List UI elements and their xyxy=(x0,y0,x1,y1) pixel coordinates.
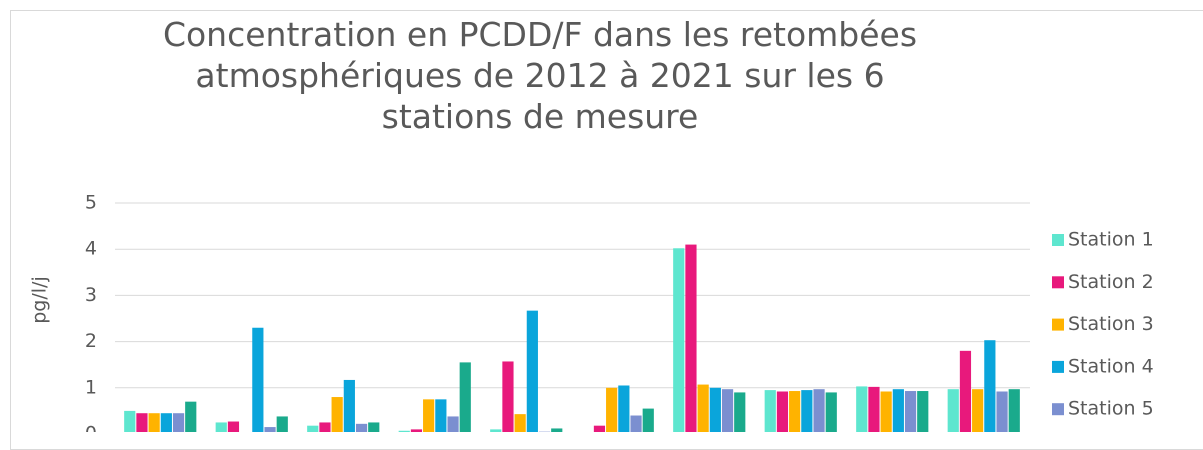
legend-label: Station 2 xyxy=(1068,271,1154,293)
bar xyxy=(698,385,709,432)
y-tick-label: 0 xyxy=(85,423,97,433)
bar xyxy=(435,399,446,432)
bar xyxy=(161,413,172,432)
legend-label: Station 5 xyxy=(1068,398,1154,420)
bar xyxy=(905,391,916,432)
bar xyxy=(216,422,227,432)
bar xyxy=(502,361,513,432)
bar xyxy=(813,389,824,432)
bar xyxy=(447,416,458,432)
bar xyxy=(826,392,837,432)
y-tick-label: 5 xyxy=(85,192,97,214)
bar xyxy=(630,416,641,432)
bar xyxy=(789,391,800,432)
y-tick-label: 1 xyxy=(85,376,97,398)
bar xyxy=(1009,389,1020,432)
bar xyxy=(618,385,629,432)
y-tick-label: 2 xyxy=(85,330,97,352)
y-tick-label: 4 xyxy=(85,238,97,260)
bar xyxy=(801,390,812,432)
bar xyxy=(515,414,526,432)
bar xyxy=(765,390,776,432)
chart: pg/l/j 012345201220132014201520162017201… xyxy=(0,0,1203,432)
bar xyxy=(917,391,928,432)
legend-label: Station 3 xyxy=(1068,313,1154,335)
bar xyxy=(149,413,160,432)
bar xyxy=(722,389,733,432)
bar xyxy=(868,387,879,432)
bar xyxy=(264,427,275,432)
bar xyxy=(368,422,379,432)
bar xyxy=(881,391,892,432)
bar xyxy=(643,409,654,432)
page: Concentration en PCDD/F dans les retombé… xyxy=(0,0,1203,432)
legend-swatch xyxy=(1052,319,1064,331)
bar xyxy=(984,340,995,432)
bar xyxy=(606,388,617,432)
bar xyxy=(551,428,562,432)
legend-label: Station 4 xyxy=(1068,355,1154,377)
bar xyxy=(710,388,721,432)
bar xyxy=(136,413,147,432)
bar xyxy=(996,391,1007,432)
bar xyxy=(527,311,538,432)
bar xyxy=(856,386,867,432)
bar xyxy=(185,402,196,432)
bar xyxy=(893,389,904,432)
bar xyxy=(972,389,983,432)
legend-swatch xyxy=(1052,234,1064,246)
bar xyxy=(673,248,684,432)
bar xyxy=(777,391,788,432)
bar xyxy=(252,328,263,432)
legend-swatch xyxy=(1052,403,1064,415)
legend-swatch xyxy=(1052,276,1064,288)
bar xyxy=(960,351,971,432)
bar xyxy=(124,411,135,432)
legend-label: Station 1 xyxy=(1068,229,1154,251)
bar xyxy=(307,426,318,432)
bar xyxy=(332,397,343,432)
bar xyxy=(344,380,355,432)
bar xyxy=(460,362,471,432)
bar xyxy=(319,422,330,432)
bar xyxy=(423,399,434,432)
bar xyxy=(173,413,184,432)
y-axis-label: pg/l/j xyxy=(29,276,51,323)
bar xyxy=(356,424,367,432)
bar xyxy=(228,422,239,432)
legend-swatch xyxy=(1052,361,1064,373)
bar xyxy=(685,245,696,432)
bar xyxy=(734,392,745,432)
bar xyxy=(277,416,288,432)
y-tick-label: 3 xyxy=(85,284,97,306)
bar xyxy=(594,426,605,432)
bar xyxy=(948,389,959,432)
